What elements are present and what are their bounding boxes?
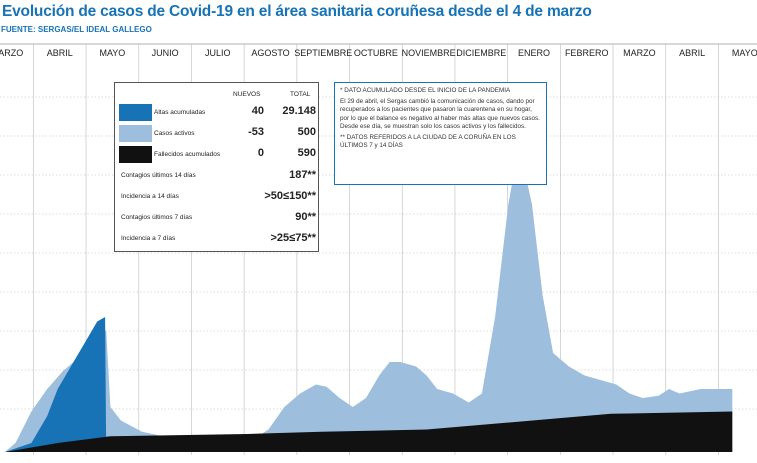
stat-value: >25≤75**	[270, 232, 317, 244]
legend-total: 590	[297, 147, 316, 159]
legend-stat-row: Incidencia a 7 días >25≤75**	[115, 230, 320, 248]
chart-source: FUENTE: SERGAS/EL IDEAL GALLEGO	[1, 25, 152, 34]
legend-stat-row: Incidencia a 14 días >50≤150**	[115, 188, 320, 206]
legend-swatch-fallecidos	[119, 146, 152, 163]
month-label: OCTUBRE	[354, 48, 398, 58]
month-label: ENERO	[518, 48, 550, 58]
month-label: ABRIL	[679, 48, 705, 58]
legend-nuevos: -53	[248, 126, 264, 138]
legend-total: 29.148	[282, 105, 316, 117]
month-label: JULIO	[205, 48, 231, 58]
notes-box: * DATO ACUMULADO DESDE EL INICIO DE LA P…	[334, 82, 547, 185]
legend-nuevos: 40	[251, 105, 264, 117]
month-axis-labels: MARZO ABRIL MAYO JUNIO JULIO AGOSTO SEPTIEMBRE…	[0, 48, 757, 58]
stat-value: >50≤150**	[264, 190, 316, 202]
legend-label: Casos activos	[154, 130, 195, 137]
month-label: MARZO	[623, 48, 656, 58]
legend-swatch-altas	[119, 104, 152, 121]
legend-label: Fallecidos acumulados	[154, 151, 221, 158]
legend-swatch-activos	[119, 125, 152, 142]
note-city-data: ** DATOS REFERIDOS A LA CIUDAD DE A CORU…	[340, 133, 516, 150]
month-label: JUNIO	[152, 48, 179, 58]
chart-areas	[5, 155, 733, 452]
legend-nuevos: 0	[257, 147, 264, 159]
stat-label: Incidencia a 14 días	[121, 193, 179, 200]
legend-col-nuevos: NUEVOS	[233, 91, 261, 98]
note-accumulated: * DATO ACUMULADO DESDE EL INICIO DE LA P…	[340, 87, 511, 94]
area-fallecidos-acumulados	[5, 411, 733, 452]
month-label: MAYO	[99, 48, 125, 58]
legend-row-fallecidos: Fallecidos acumulados 0 590	[115, 146, 320, 164]
stat-value: 187**	[289, 169, 316, 181]
legend-box: NUEVOS TOTAL Altas acumuladas 40 29.148 …	[114, 82, 319, 252]
note-sergas-change: El 29 de abril, el Sergas cambió la comu…	[340, 98, 540, 130]
month-label: SEPTIEMBRE	[294, 48, 352, 58]
legend-row-activos: Casos activos -53 500	[115, 125, 320, 143]
month-label: AGOSTO	[251, 48, 289, 58]
legend-total: 500	[297, 126, 316, 138]
month-label: MARZO	[0, 48, 23, 58]
legend-col-total: TOTAL	[290, 91, 311, 98]
legend-stat-row: Contagios últimos 14 días 187**	[115, 167, 320, 185]
stat-value: 90**	[295, 211, 316, 223]
area-altas-acumuladas	[5, 317, 107, 452]
month-label: ABRIL	[47, 48, 73, 58]
legend-stat-row: Contagios últimos 7 días 90**	[115, 209, 320, 227]
month-label: MAYO	[732, 48, 757, 58]
month-label: DICIEMBRE	[456, 48, 506, 58]
stat-label: Contagios últimos 14 días	[121, 172, 196, 179]
chart-title: Evolución de casos de Covid-19 en el áre…	[2, 3, 592, 20]
legend-row-altas: Altas acumuladas 40 29.148	[115, 104, 320, 122]
stat-label: Contagios últimos 7 días	[121, 214, 193, 221]
month-label: NOVIEMBRE	[402, 48, 456, 58]
area-casos-activos	[5, 155, 733, 452]
stat-label: Incidencia a 7 días	[121, 235, 176, 242]
legend-label: Altas acumuladas	[154, 109, 206, 116]
month-label: FEBRERO	[565, 48, 609, 58]
